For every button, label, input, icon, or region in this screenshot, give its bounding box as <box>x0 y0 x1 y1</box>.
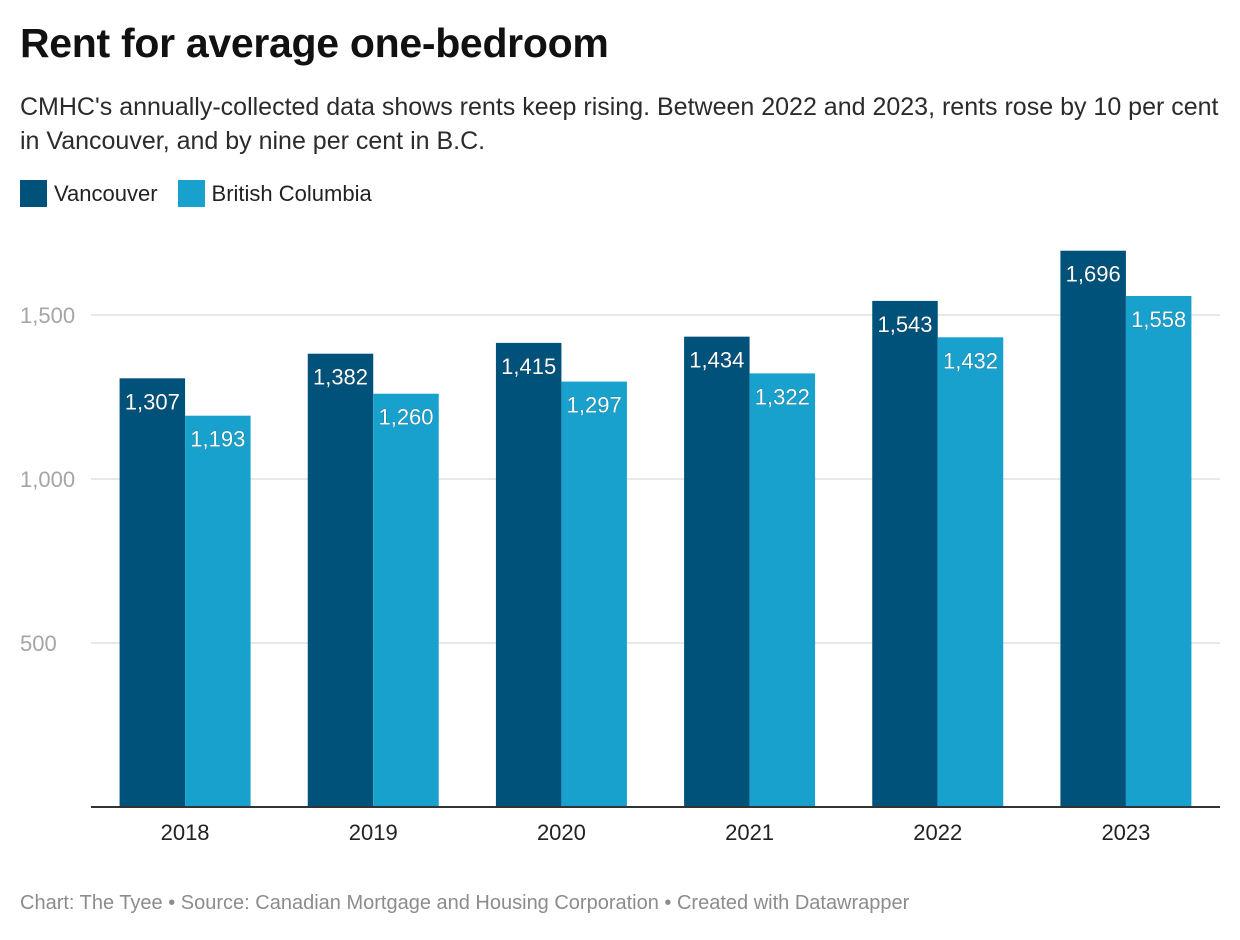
x-tick-label-2022: 2022 <box>913 820 962 845</box>
y-tick-label-1500: 1,500 <box>20 303 75 328</box>
data-label-british-columbia-2020: 1,297 <box>567 393 622 418</box>
bar-vancouver-2019 <box>307 353 374 807</box>
x-tick-label-2018: 2018 <box>161 820 210 845</box>
bar-british-columbia-2022 <box>937 337 1004 807</box>
legend: Vancouver British Columbia <box>20 180 392 207</box>
data-label-british-columbia-2021: 1,322 <box>755 384 810 409</box>
data-label-british-columbia-2022: 1,432 <box>943 348 998 373</box>
data-label-vancouver-2023: 1,696 <box>1066 262 1121 287</box>
legend-item-vancouver: Vancouver <box>20 180 158 207</box>
chart-footer-credit: Chart: The Tyee • Source: Canadian Mortg… <box>20 892 910 914</box>
data-label-vancouver-2018: 1,307 <box>125 389 180 414</box>
legend-label-vancouver: Vancouver <box>54 180 158 206</box>
data-label-vancouver-2021: 1,434 <box>689 348 744 373</box>
data-label-british-columbia-2023: 1,558 <box>1131 307 1186 332</box>
y-tick-label-500: 500 <box>20 631 57 656</box>
bar-british-columbia-2021 <box>749 373 816 807</box>
bar-vancouver-2021 <box>684 336 750 807</box>
data-label-british-columbia-2018: 1,193 <box>190 427 245 452</box>
x-tick-label-2020: 2020 <box>537 820 586 845</box>
y-tick-label-1000: 1,000 <box>20 467 75 492</box>
data-label-vancouver-2022: 1,543 <box>877 312 932 337</box>
chart-subtitle: CMHC's annually-collected data shows ren… <box>20 93 1219 155</box>
bar-british-columbia-2020 <box>561 381 627 807</box>
x-tick-label-2023: 2023 <box>1101 820 1150 845</box>
legend-swatch-british-columbia <box>177 180 205 207</box>
bar-vancouver-2018 <box>119 378 186 807</box>
bar-chart: 500 1,000 1,500 1,307 1,193 2018 1,382 1,260 201… <box>20 250 1220 845</box>
data-label-vancouver-2020: 1,415 <box>501 354 556 379</box>
x-tick-label-2021: 2021 <box>725 820 774 845</box>
legend-label-british-columbia: British Columbia <box>211 180 372 206</box>
chart-title: Rent for average one-bedroom <box>20 20 609 66</box>
legend-item-british-columbia: British Columbia <box>177 180 372 207</box>
bar-vancouver-2023 <box>1060 250 1126 807</box>
bar-british-columbia-2019 <box>373 393 439 807</box>
legend-swatch-vancouver <box>20 180 47 207</box>
bar-vancouver-2020 <box>495 342 562 807</box>
data-label-vancouver-2019: 1,382 <box>313 365 368 390</box>
x-tick-label-2019: 2019 <box>349 820 398 845</box>
bar-british-columbia-2018 <box>185 415 251 807</box>
data-label-british-columbia-2019: 1,260 <box>378 405 433 430</box>
bar-vancouver-2022 <box>872 300 938 807</box>
bar-british-columbia-2023 <box>1125 295 1192 807</box>
